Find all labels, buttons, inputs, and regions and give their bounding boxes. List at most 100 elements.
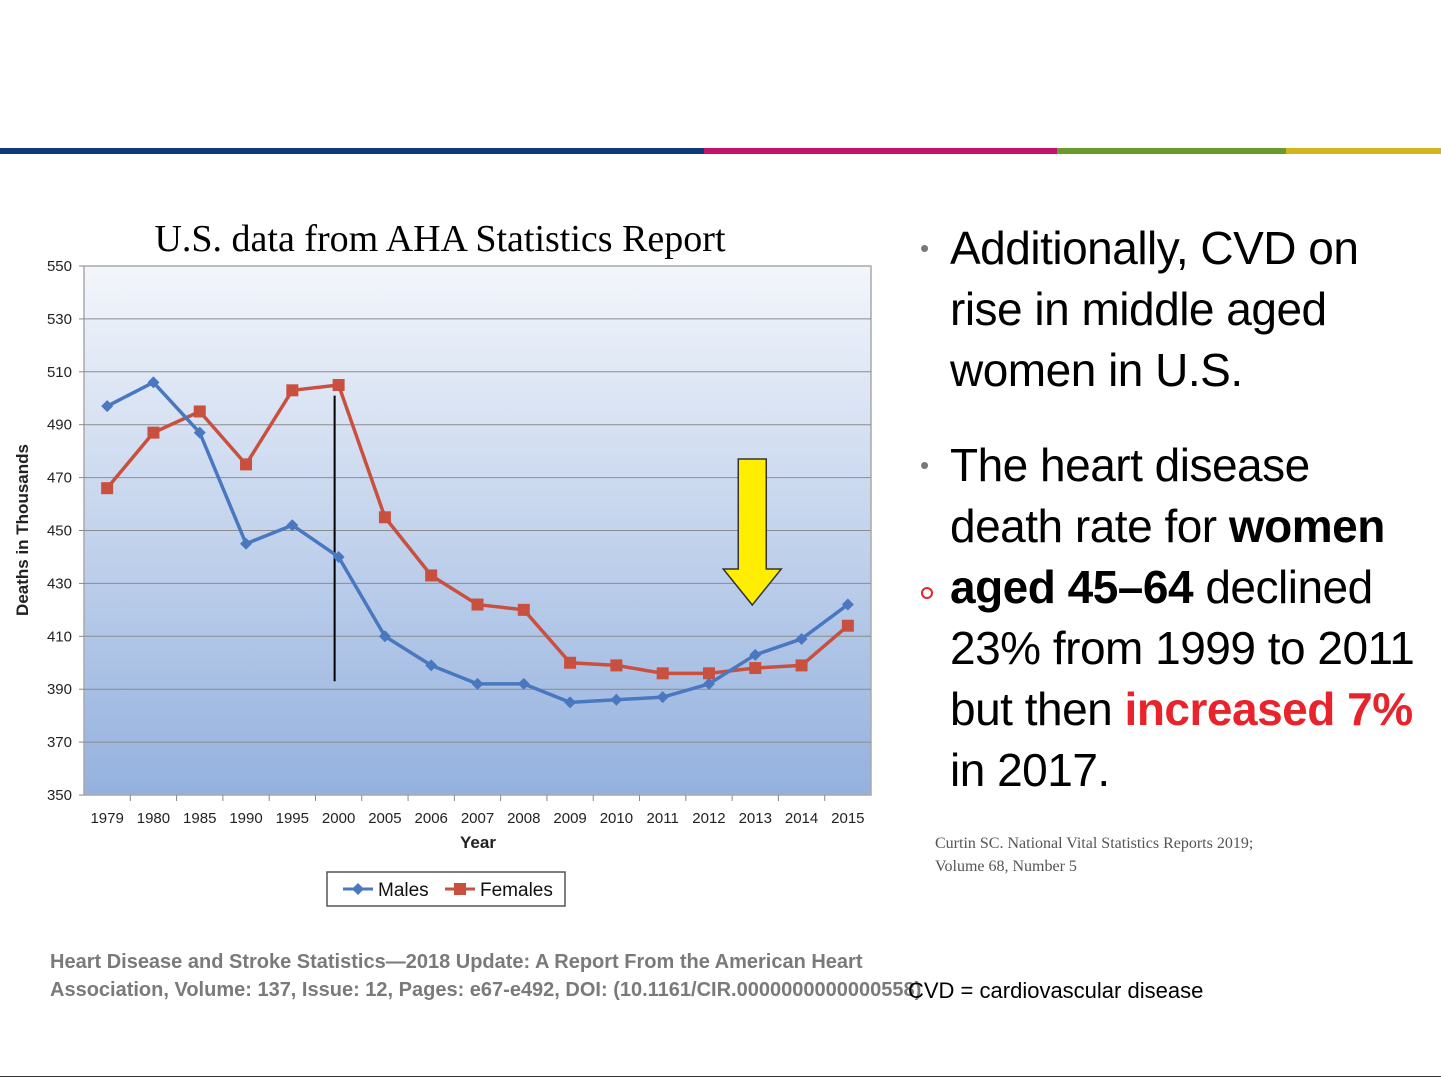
males-data-point (610, 693, 623, 706)
females-data-point (841, 619, 854, 632)
females-data-point (332, 379, 345, 392)
y-tick-label: 550 (47, 258, 72, 275)
color-bar-segment (704, 148, 1057, 154)
males-data-point (749, 648, 762, 661)
males-data-point (101, 400, 114, 413)
x-tick-label: 2009 (553, 810, 586, 827)
females-data-point (610, 659, 623, 672)
x-tick-label: 2012 (692, 810, 725, 827)
y-tick-label: 490 (47, 417, 72, 434)
bullet-text-part: in 2017. (950, 744, 1110, 796)
legend: Males Females (326, 871, 566, 907)
y-tick-label: 450 (47, 523, 72, 540)
aha-reference-line1: Heart Disease and Stroke Statistics—2018… (50, 951, 863, 973)
x-tick-label: 2006 (415, 810, 448, 827)
x-tick-label: 1990 (229, 810, 262, 827)
males-data-point (471, 677, 484, 690)
x-tick-label: 2005 (368, 810, 401, 827)
y-tick-label: 410 (47, 628, 72, 645)
aha-reference: Heart Disease and Stroke Statistics—2018… (50, 948, 921, 1004)
males-data-point (425, 659, 438, 672)
x-tick-label: 2013 (739, 810, 772, 827)
legend-females-marker (454, 883, 466, 895)
males-data-point (378, 630, 391, 643)
bullet-text-part: declined 23% from 1999 to 2011 but then (950, 561, 1415, 735)
females-data-point (702, 667, 715, 680)
x-tick-label: 2000 (322, 810, 355, 827)
bullet-text-part: The heart disease death rate for (950, 439, 1310, 552)
line-chart: U.S. data from AHA Statistics Report 350… (13, 218, 872, 907)
males-data-point (193, 426, 206, 439)
bullet-text: Additionally, CVD on rise in middle aged… (950, 222, 1359, 396)
curtin-citation-line1: Curtin SC. National Vital Statistics Rep… (935, 835, 1254, 852)
females-data-point (378, 511, 391, 524)
males-data-point (240, 537, 253, 550)
chart-title: U.S. data from AHA Statistics Report (154, 218, 725, 260)
y-tick-label: 430 (47, 575, 72, 592)
cvd-definition: CVD = cardiovascular disease (908, 978, 1204, 1003)
x-tick-label: 2015 (831, 810, 864, 827)
y-tick-label: 350 (47, 787, 72, 804)
bullet-text-part: increased 7% (1124, 683, 1414, 735)
legend-males-label: Males (378, 880, 429, 901)
females-data-point (471, 598, 484, 611)
x-tick-label: 2008 (507, 810, 540, 827)
x-tick-label: 2014 (785, 810, 818, 827)
females-data-point (286, 384, 299, 397)
females-data-point (147, 426, 160, 439)
x-tick-label: 1995 (276, 810, 309, 827)
y-tick-label: 370 (47, 734, 72, 751)
color-bar-segment (1057, 148, 1286, 154)
females-data-point (193, 405, 206, 418)
curtin-citation-line2: Volume 68, Number 5 (935, 858, 1077, 875)
males-data-point (517, 677, 530, 690)
color-bar-segment (1286, 148, 1441, 154)
gridlines (79, 265, 871, 801)
red-circle-mark (921, 587, 933, 599)
bullet-text-part: women aged 45–64 (950, 500, 1385, 613)
x-tick-labels: 1979 1980 1985 1990 1995 2000 2005 2006 2007 2008… (90, 810, 864, 827)
series-group (101, 376, 854, 709)
aha-reference-line2: Association, Volume: 137, Issue: 12, Pag… (50, 979, 922, 1001)
header-color-bar (0, 148, 1441, 154)
x-tick-label: 1985 (183, 810, 216, 827)
males-data-point (795, 632, 808, 645)
females-data-point (517, 603, 530, 616)
y-tick-label: 530 (47, 311, 72, 328)
x-tick-label: 2007 (461, 810, 494, 827)
x-tick-label: 2010 (600, 810, 633, 827)
x-tick-label: 1980 (137, 810, 170, 827)
x-tick-label: 1979 (90, 810, 123, 827)
males-data-point (332, 550, 345, 563)
females-data-point (564, 656, 577, 669)
y-tick-labels: 350 370 390 410 430 450 470 490 510 530 550 (47, 258, 72, 804)
bottom-divider (0, 1076, 1441, 1077)
males-data-point (564, 696, 577, 709)
curtin-citation: Curtin SC. National Vital Statistics Rep… (935, 832, 1253, 878)
males-data-point (147, 376, 160, 389)
bullet-list: • Additionally, CVD on rise in middle age… (920, 218, 1420, 835)
down-arrow-icon (721, 458, 783, 607)
annotations (333, 395, 783, 682)
females-data-point (240, 458, 253, 471)
legend-females-label: Females (480, 880, 553, 901)
x-tick-label: 2011 (647, 810, 679, 827)
bullet-dot-icon: • (920, 233, 929, 263)
males-data-point (702, 677, 715, 690)
males-data-point (656, 691, 669, 704)
bullet-item: • Additionally, CVD on rise in middle age… (920, 218, 1420, 401)
color-bar-segment (0, 148, 704, 154)
bullet-dot-icon: • (920, 450, 929, 480)
females-data-point (749, 662, 762, 675)
bullet-text: The heart disease death rate for women a… (950, 435, 1420, 801)
males-data-point (841, 598, 854, 611)
females-data-point (101, 482, 114, 495)
females-data-point (425, 569, 438, 582)
females-data-point (656, 667, 669, 680)
bullet-item: • The heart disease death rate for women … (920, 435, 1420, 801)
females-data-point (795, 659, 808, 672)
y-tick-label: 510 (47, 364, 72, 381)
y-tick-label: 390 (47, 681, 72, 698)
y-tick-label: 470 (47, 470, 72, 487)
y-axis-title: Deaths in Thousands (13, 444, 32, 616)
